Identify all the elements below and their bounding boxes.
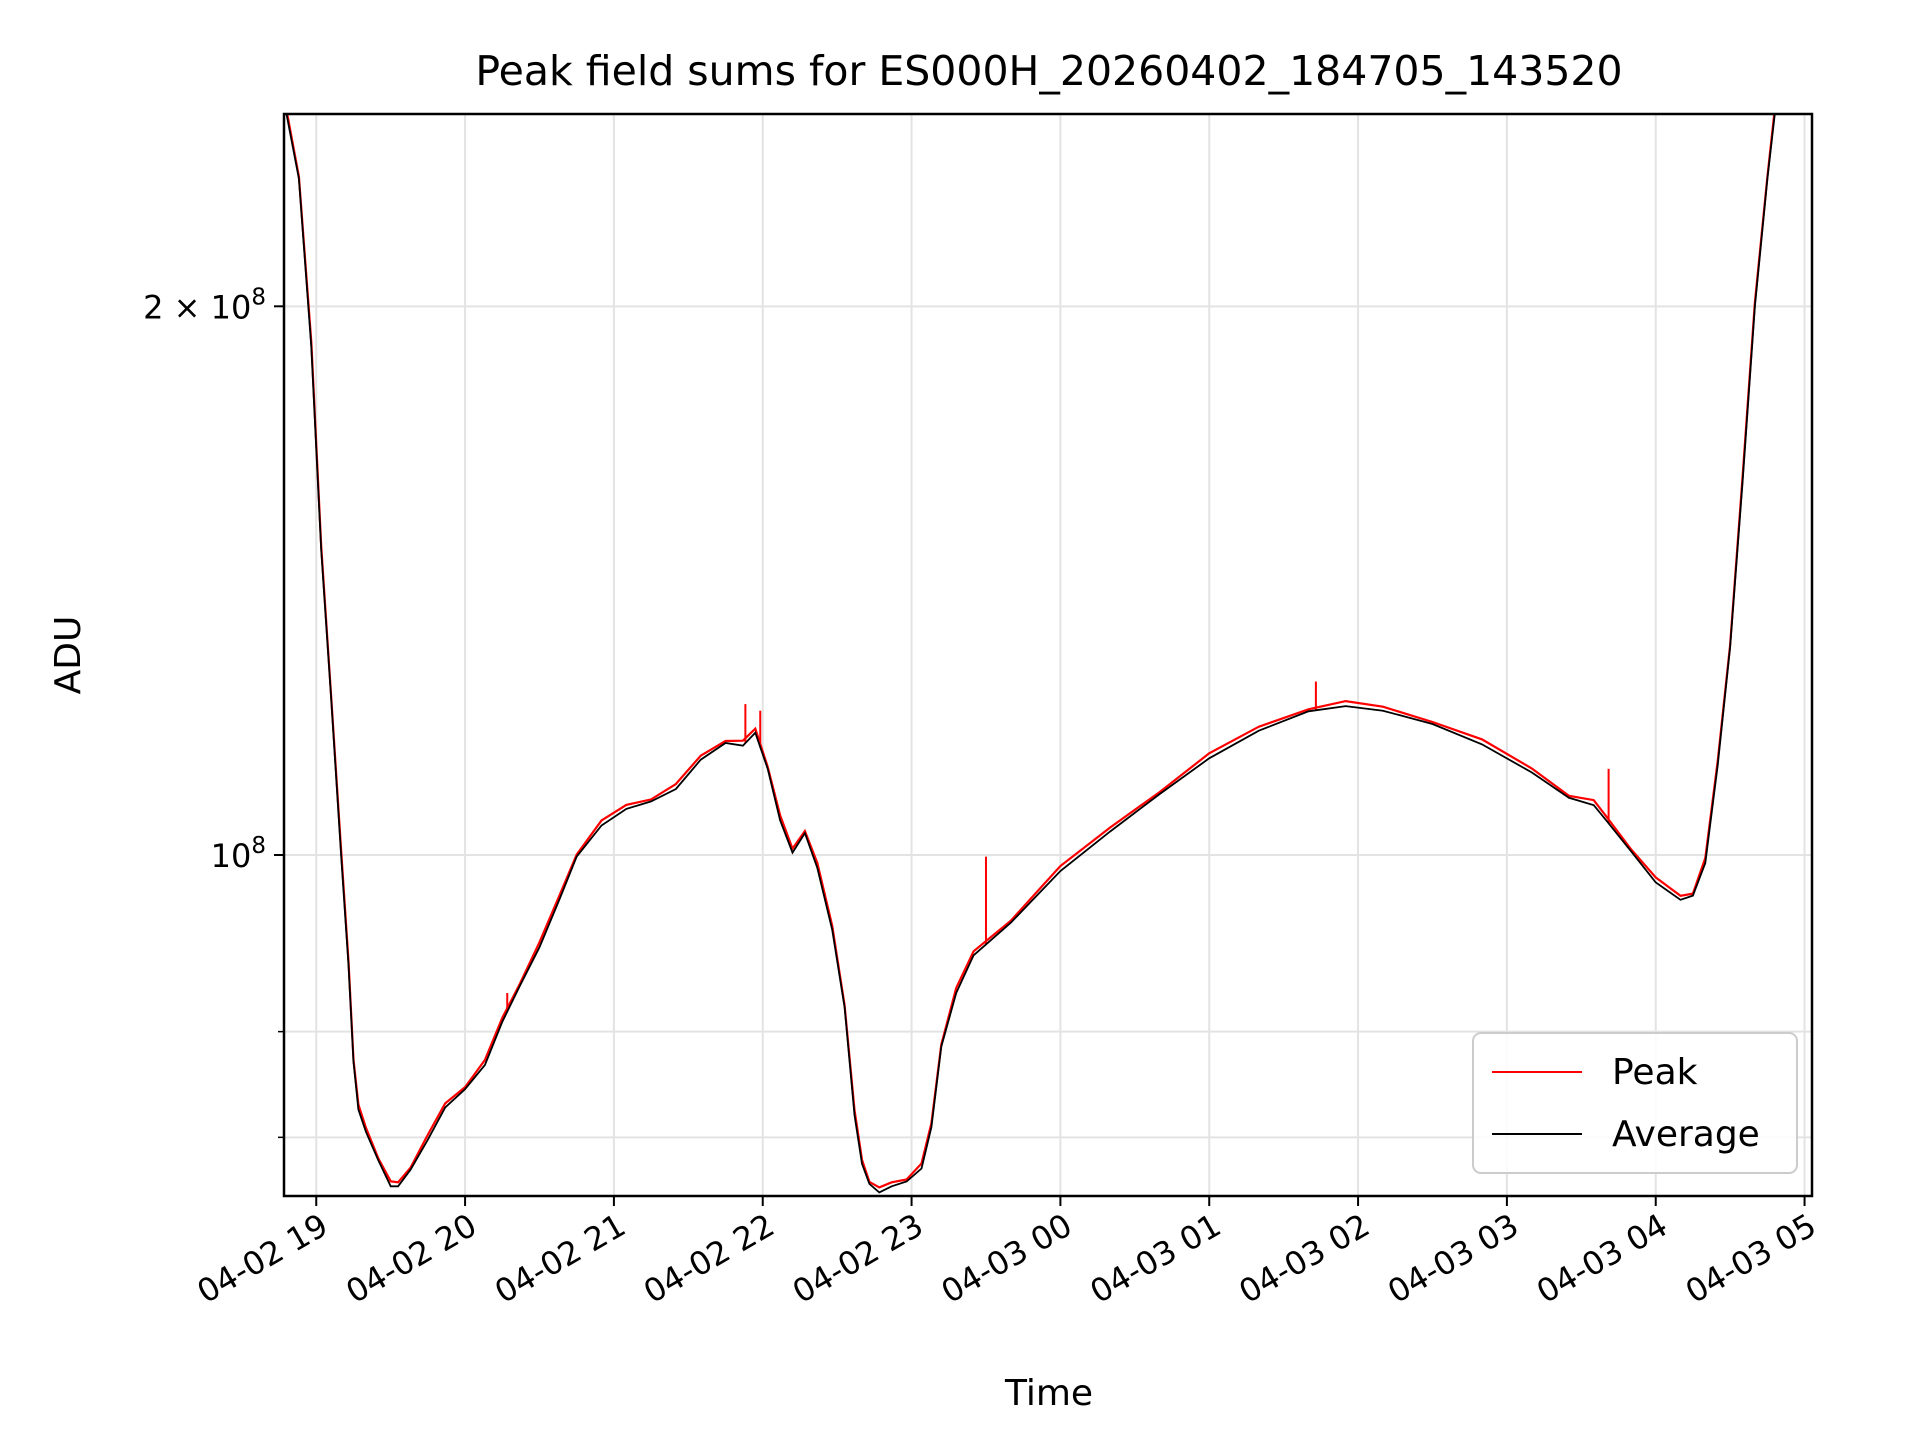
legend: Peak Average <box>1472 1032 1798 1174</box>
grid <box>284 114 1812 1196</box>
x-axis-label: Time <box>1004 1373 1093 1414</box>
y-axis-label: ADU <box>48 616 89 695</box>
plot-frame <box>282 112 1814 1198</box>
series-line-average <box>285 114 1776 1194</box>
chart-title: Peak field sums for ES000H_20260402_1847… <box>475 47 1622 95</box>
y-tick-label: 2 × 108 <box>143 284 266 326</box>
legend-label-average: Average <box>1612 1114 1760 1155</box>
series-layer <box>285 114 1776 1194</box>
legend-box <box>1472 1032 1798 1174</box>
legend-label-peak: Peak <box>1612 1052 1698 1093</box>
